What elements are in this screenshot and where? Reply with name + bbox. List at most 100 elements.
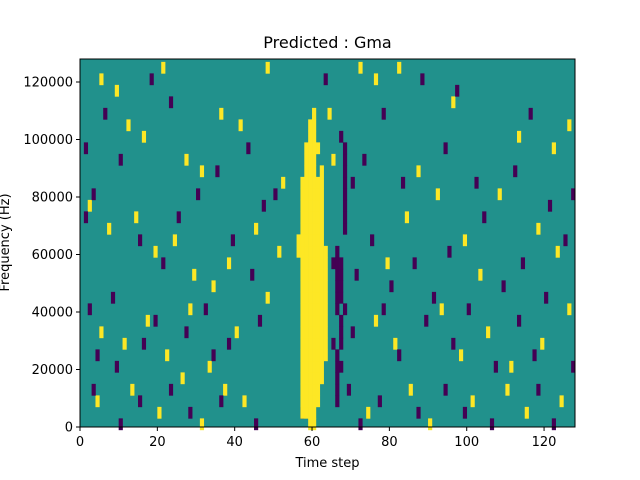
- y-tick-label: 60000: [32, 248, 73, 263]
- heatmap-cell-high: [458, 349, 464, 362]
- heatmap-cell-high: [172, 234, 177, 247]
- heatmap-band-high: [308, 406, 313, 419]
- heatmap-cell-low: [389, 280, 394, 293]
- heatmap-band-high: [308, 245, 313, 258]
- heatmap-band-high: [312, 418, 317, 431]
- heatmap-cell-low: [571, 360, 576, 373]
- heatmap-band-high: [304, 142, 309, 155]
- heatmap-band-high: [312, 383, 317, 396]
- heatmap-cell-low: [226, 337, 232, 350]
- heatmap-cell-high: [428, 418, 433, 431]
- heatmap-cell-high: [567, 303, 572, 316]
- heatmap-cell-high: [95, 395, 100, 408]
- heatmap-band-high: [315, 349, 321, 362]
- x-tick-label: 60: [304, 435, 321, 450]
- heatmap-band-high: [315, 291, 321, 304]
- heatmap-band-high: [300, 280, 305, 293]
- heatmap-band-high: [308, 303, 313, 316]
- heatmap-band-high: [308, 199, 313, 212]
- heatmap-band-high: [308, 176, 313, 189]
- heatmap-band-high: [323, 337, 328, 350]
- heatmap-band-high: [323, 268, 328, 281]
- heatmap-band-high: [300, 314, 305, 327]
- heatmap-band-high: [304, 314, 309, 327]
- heatmap-band-high: [300, 199, 305, 212]
- heatmap-band-high: [308, 360, 313, 373]
- heatmap-band-high: [312, 280, 317, 293]
- heatmap-band-low: [335, 303, 340, 316]
- heatmap-band-low: [342, 222, 348, 235]
- heatmap-cell-low: [188, 406, 193, 419]
- heatmap-band-high: [308, 222, 313, 235]
- heatmap-cell-low: [354, 268, 359, 281]
- heatmap-cell-low: [424, 314, 429, 327]
- heatmap-band-high: [304, 303, 309, 316]
- heatmap-cell-high: [238, 119, 243, 132]
- heatmap-band-high: [315, 372, 321, 385]
- heatmap-band-high: [312, 337, 317, 350]
- x-axis-label: Time step: [294, 456, 359, 471]
- heatmap-band-high: [319, 303, 324, 316]
- heatmap-cell-high: [435, 188, 440, 201]
- heatmap-cell-high: [462, 234, 468, 247]
- heatmap-band-high: [300, 211, 305, 224]
- x-tick-label: 80: [381, 435, 398, 450]
- heatmap-cell-low: [381, 107, 386, 120]
- heatmap-cell-high: [192, 268, 197, 281]
- heatmap-band-high: [323, 349, 328, 362]
- heatmap-band-low: [335, 360, 340, 373]
- heatmap-band-high: [312, 257, 317, 270]
- heatmap-cell-high: [373, 314, 379, 327]
- heatmap-band-low: [335, 383, 340, 396]
- heatmap-band-low: [335, 268, 340, 281]
- heatmap-cell-low: [176, 211, 181, 224]
- heatmap-cell-low: [323, 73, 328, 86]
- heatmap-band-high: [312, 349, 317, 362]
- heatmap-band-high: [300, 337, 305, 350]
- heatmap-band-low: [342, 165, 348, 178]
- heatmap-band-high: [315, 257, 321, 270]
- heatmap-band-high: [323, 303, 328, 316]
- heatmap-cell-high: [107, 222, 112, 235]
- heatmap-cell-high: [555, 245, 560, 258]
- heatmap-cell-high: [509, 360, 514, 373]
- heatmap-cell-low: [95, 349, 100, 362]
- heatmap-band-high: [304, 372, 309, 385]
- heatmap-band-high: [308, 314, 313, 327]
- heatmap-band-high: [319, 188, 324, 201]
- heatmap-band-high: [319, 314, 324, 327]
- heatmap-band-high: [300, 188, 305, 201]
- heatmap-band-high: [315, 383, 321, 396]
- heatmap-cell-low: [455, 84, 460, 97]
- heatmap-cell-high: [122, 337, 127, 350]
- heatmap-band-high: [319, 291, 324, 304]
- heatmap-cell-low: [462, 406, 468, 419]
- heatmap-cell-high: [188, 303, 193, 316]
- heatmap-cell-high: [486, 326, 491, 339]
- heatmap-cell-low: [520, 257, 526, 270]
- heatmap-cell-high: [551, 142, 556, 155]
- heatmap-band-high: [312, 326, 317, 339]
- heatmap-band-low: [339, 291, 344, 304]
- heatmap-band-high: [300, 360, 305, 373]
- heatmap-band-high: [319, 349, 324, 362]
- heatmap-band-high: [315, 211, 321, 224]
- heatmap-band-low: [339, 337, 344, 350]
- heatmap-cell-high: [242, 395, 247, 408]
- heatmap-cell-low: [346, 383, 352, 396]
- heatmap-cell-low: [118, 418, 123, 431]
- heatmap-cell-low: [110, 291, 116, 304]
- heatmap-band-high: [300, 395, 305, 408]
- heatmap-band-low: [339, 326, 344, 339]
- heatmap-cell-high: [114, 84, 119, 97]
- heatmap-band-high: [315, 222, 321, 235]
- heatmap-band-high: [315, 176, 321, 189]
- x-axis: 0 20 40 60 80 100 120: [76, 427, 556, 450]
- heatmap-cell-high: [145, 314, 150, 327]
- heatmap-cell-low: [528, 107, 533, 120]
- heatmap-band-low: [339, 257, 344, 270]
- heatmap-band-high: [323, 257, 328, 270]
- heatmap-band-high: [315, 234, 321, 247]
- heatmap-band-low: [335, 349, 340, 362]
- heatmap-cell-low: [83, 211, 89, 224]
